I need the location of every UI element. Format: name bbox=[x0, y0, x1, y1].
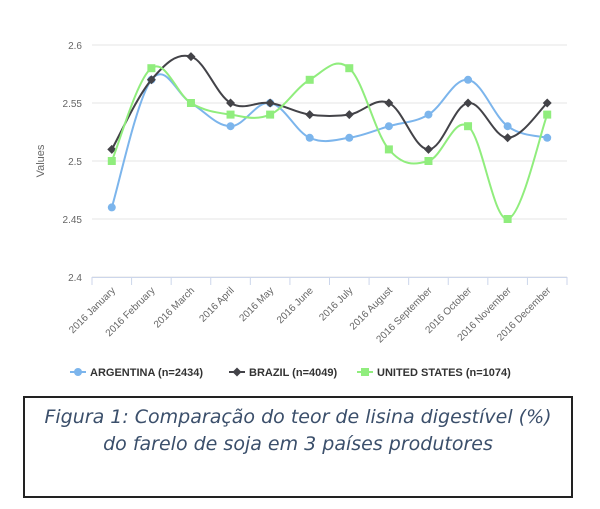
data-point bbox=[147, 64, 156, 73]
data-point bbox=[226, 98, 236, 108]
legend-marker bbox=[361, 368, 369, 376]
data-point bbox=[107, 157, 116, 165]
data-point bbox=[464, 122, 473, 131]
data-point bbox=[384, 145, 393, 154]
legend-item-0[interactable]: ARGENTINA (n=2434) bbox=[70, 367, 203, 379]
legend: ARGENTINA (n=2434) BRAZIL (n=4049) UNITED … bbox=[70, 367, 511, 379]
data-point bbox=[265, 98, 275, 108]
data-point bbox=[424, 110, 433, 119]
series-1 bbox=[107, 52, 552, 154]
series-line bbox=[110, 62, 549, 220]
data-point bbox=[226, 122, 235, 131]
x-tick-label: 2016 May bbox=[237, 285, 276, 324]
grid-lines bbox=[92, 44, 567, 278]
legend-item-1[interactable]: BRAZIL (n=4049) bbox=[229, 367, 337, 379]
legend-label: UNITED STATES (n=1074) bbox=[377, 367, 511, 379]
x-tick-label: 2016 April bbox=[197, 285, 236, 324]
x-tick-label: 2016 March bbox=[152, 285, 197, 330]
legend-label: BRAZIL (n=4049) bbox=[249, 367, 337, 379]
caption-line-1: Figura 1: Comparação do teor de lisina d… bbox=[44, 406, 552, 428]
data-point bbox=[503, 133, 513, 143]
data-point bbox=[226, 110, 235, 119]
data-point bbox=[186, 52, 196, 62]
data-point bbox=[423, 144, 433, 154]
data-point bbox=[344, 110, 354, 120]
data-point bbox=[345, 133, 354, 142]
data-point bbox=[186, 99, 195, 107]
legend-label: ARGENTINA (n=2434) bbox=[90, 367, 203, 379]
data-point bbox=[543, 133, 552, 142]
series-2 bbox=[107, 62, 552, 223]
figure-caption: Figura 1: Comparação do teor de lisina d… bbox=[23, 396, 573, 498]
series-0 bbox=[107, 73, 552, 212]
data-point bbox=[305, 110, 315, 120]
data-point bbox=[543, 110, 552, 119]
data-point bbox=[305, 75, 314, 84]
x-tick-label: 2016 July bbox=[317, 285, 355, 323]
data-point bbox=[503, 122, 512, 131]
data-point bbox=[107, 203, 116, 212]
data-point bbox=[384, 122, 393, 131]
caption-line-2: do farelo de soja em 3 países produtores bbox=[103, 433, 493, 455]
data-point bbox=[305, 133, 314, 142]
y-tick-label: 2.4 bbox=[68, 273, 82, 284]
legend-item-2[interactable]: UNITED STATES (n=1074) bbox=[357, 367, 511, 379]
y-axis-title: Values bbox=[35, 144, 47, 177]
data-point bbox=[384, 98, 394, 108]
y-tick-label: 2.6 bbox=[68, 41, 82, 52]
data-point bbox=[424, 157, 433, 165]
data-point bbox=[463, 98, 473, 108]
series bbox=[107, 52, 552, 223]
y-tick-label: 2.55 bbox=[63, 99, 83, 110]
y-tick-label: 2.45 bbox=[63, 215, 83, 226]
data-point bbox=[266, 110, 275, 119]
data-point bbox=[542, 98, 552, 108]
data-point bbox=[345, 64, 354, 73]
data-point bbox=[146, 75, 156, 85]
data-point bbox=[107, 144, 117, 154]
y-tick-label: 2.5 bbox=[68, 157, 82, 168]
series-line bbox=[110, 73, 548, 208]
data-point bbox=[503, 215, 512, 223]
x-tick-label: 2016 June bbox=[275, 285, 316, 326]
legend-marker bbox=[74, 368, 82, 376]
data-point bbox=[464, 75, 473, 84]
legend-marker bbox=[232, 367, 242, 377]
